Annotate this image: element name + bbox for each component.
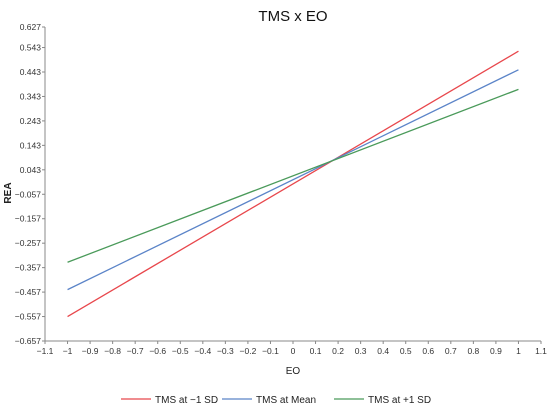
- x-tick-label: −0.7: [127, 346, 144, 356]
- x-axis-title: EO: [286, 366, 301, 377]
- x-tick-label: 0.1: [310, 346, 322, 356]
- legend-label-1: TMS at −1 SD: [155, 395, 218, 406]
- x-tick-label: 1.1: [535, 346, 547, 356]
- x-tick-label: −0.1: [262, 346, 279, 356]
- y-tick-label: −0.057: [15, 189, 42, 199]
- y-tick-label: −0.257: [15, 238, 42, 248]
- y-tick-label: −0.657: [15, 336, 42, 346]
- series-line-3: [67, 88, 519, 263]
- x-tick-label: −0.3: [217, 346, 234, 356]
- legend-label-2: TMS at Mean: [256, 395, 316, 406]
- x-tick-label: −0.2: [240, 346, 257, 356]
- x-tick-label: 0.6: [422, 346, 434, 356]
- y-tick-label: −0.557: [15, 312, 42, 322]
- y-tick-label: 0.143: [20, 140, 42, 150]
- x-tick-label: 0.5: [400, 346, 412, 356]
- tick-labels: −1.1 −1 −0.9 −0.8 −0.7 −0.6 −0.5 −0.4 −0.3 −0.2 −0…: [15, 22, 547, 356]
- series-line-1: [67, 50, 519, 318]
- x-tick-label: −0.5: [172, 346, 189, 356]
- y-tick-label: −0.357: [15, 263, 42, 273]
- y-tick-label: 0.243: [20, 116, 42, 126]
- x-tick-label: 0.7: [445, 346, 457, 356]
- y-tick-label: −0.157: [15, 214, 42, 224]
- x-tick-label: 0.2: [332, 346, 344, 356]
- x-tick-label: −0.6: [149, 346, 166, 356]
- y-tick-label: 0.543: [20, 43, 42, 53]
- x-tick-label: −1: [63, 346, 73, 356]
- y-tick-label: 0.443: [20, 67, 42, 77]
- x-tick-label: 0.3: [355, 346, 367, 356]
- legend-label-3: TMS at +1 SD: [368, 395, 431, 406]
- x-tick-label: −0.4: [194, 346, 211, 356]
- x-tick-label: 0.9: [490, 346, 502, 356]
- legend: TMS at −1 SD TMS at Mean TMS at +1 SD: [121, 395, 431, 406]
- x-tick-label: 0: [291, 346, 296, 356]
- axes: [42, 26, 542, 344]
- x-tick-label: −0.9: [82, 346, 99, 356]
- y-tick-label: 0.627: [20, 22, 42, 32]
- x-tick-label: 0.8: [467, 346, 479, 356]
- x-tick-label: 0.4: [377, 346, 389, 356]
- y-tick-label: 0.343: [20, 91, 42, 101]
- x-tick-label: −1.1: [37, 346, 54, 356]
- x-tick-label: 1: [516, 346, 521, 356]
- chart-title: TMS x EO: [258, 8, 327, 25]
- x-tick-label: −0.8: [104, 346, 121, 356]
- y-tick-label: −0.457: [15, 287, 42, 297]
- series-lines: [67, 50, 519, 318]
- y-tick-label: 0.043: [20, 165, 42, 175]
- series-line-2: [67, 69, 519, 291]
- y-axis-title: REA: [3, 182, 14, 203]
